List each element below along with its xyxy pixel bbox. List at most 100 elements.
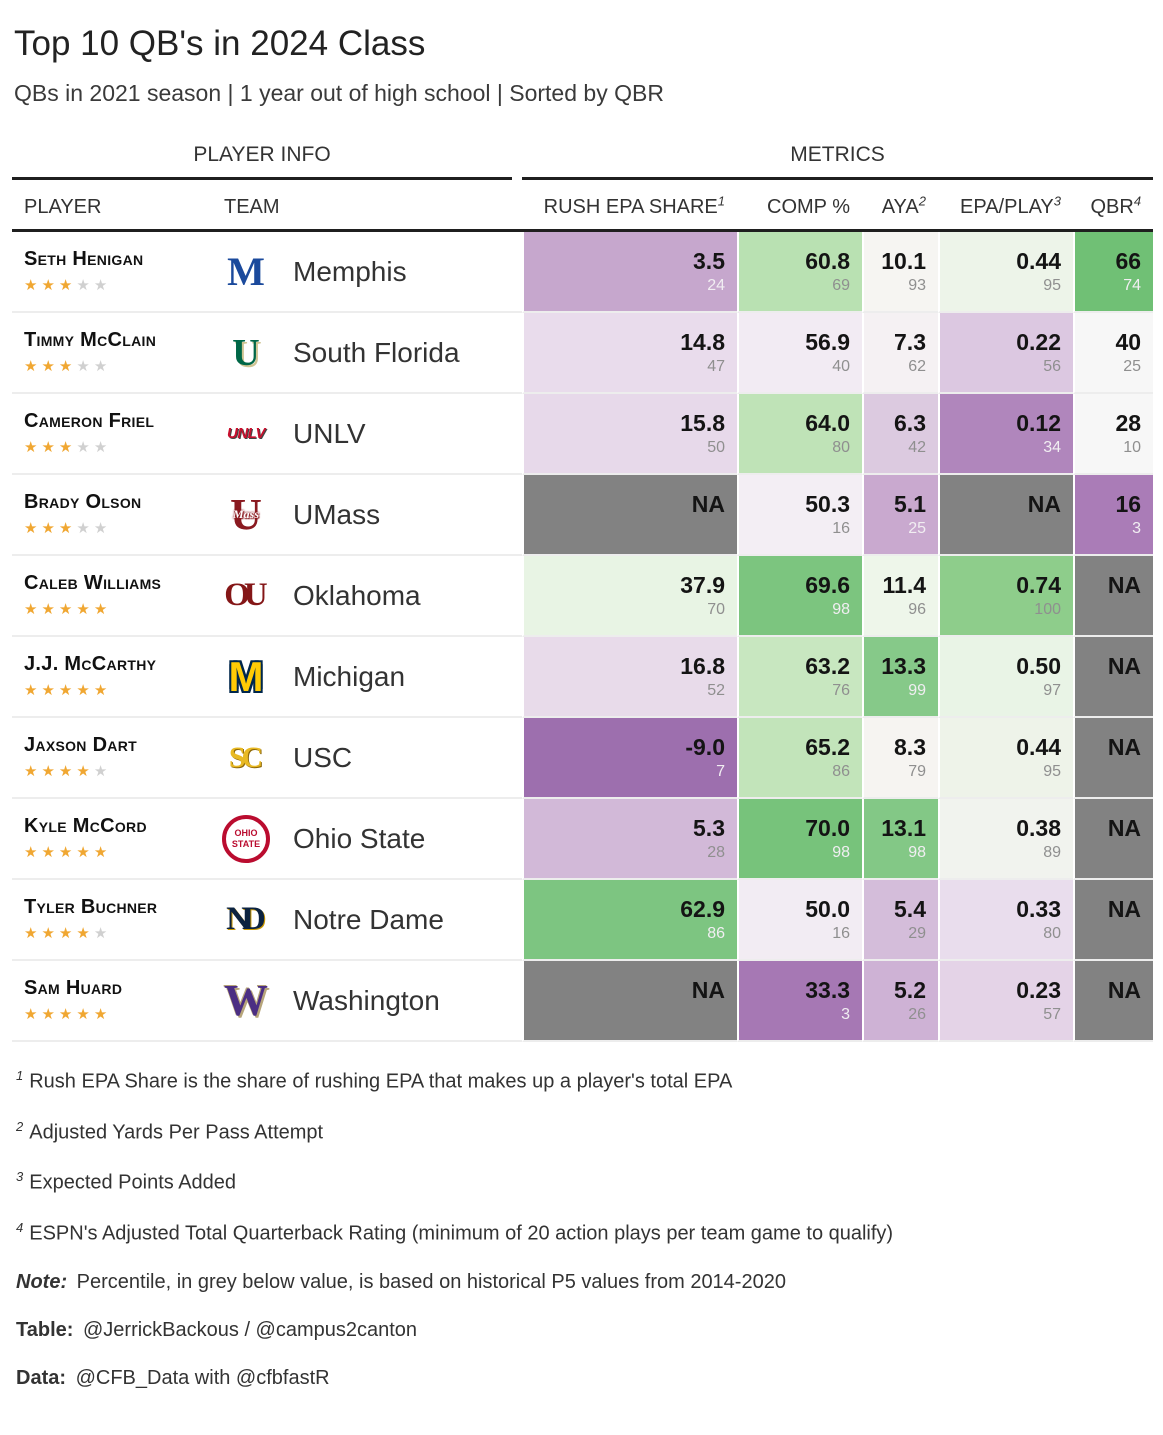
star-filled-icon: ★ — [24, 844, 38, 861]
star-filled-icon: ★ — [24, 1006, 38, 1023]
star-empty-icon: ★ — [93, 925, 108, 942]
table-row: Seth Henigan ★ ★ ★ ★ ★ M Memphis 3.5 24 60.8… — [12, 232, 1154, 313]
metric-value: 50.0 — [805, 895, 850, 922]
team-cell: W Washington — [212, 961, 512, 1042]
star-filled-icon: ★ — [24, 439, 38, 456]
column-header-aya: AYA2 — [862, 180, 938, 232]
metric-value: NA — [1027, 490, 1061, 517]
star-filled-icon: ★ — [58, 925, 73, 942]
star-rating: ★ ★ ★ ★ ★ — [24, 276, 211, 295]
star-filled-icon: ★ — [41, 520, 55, 537]
table-row: Cameron Friel ★ ★ ★ ★ ★ UNLV UNLV 15.8 50 64… — [12, 394, 1154, 475]
player-name: Cameron Friel — [24, 410, 155, 432]
star-rating: ★ ★ ★ ★ ★ — [24, 924, 211, 943]
metric-cell-rush-epa-share: 16.8 52 — [522, 637, 737, 718]
metric-value: 13.3 — [881, 652, 926, 679]
table-row: Tyler Buchner ★ ★ ★ ★ ★ ND Notre Dame 62.9 8… — [12, 880, 1154, 961]
star-filled-icon: ★ — [41, 601, 55, 618]
star-filled-icon: ★ — [58, 763, 73, 780]
michigan-logo: M — [228, 652, 264, 700]
metric-value: NA — [1107, 814, 1142, 841]
metric-value: 64.0 — [805, 409, 850, 436]
star-filled-icon: ★ — [24, 520, 38, 537]
star-empty-icon: ★ — [76, 439, 90, 456]
player-name: Seth Henigan — [24, 248, 144, 270]
metric-cell-rush-epa-share: NA — [522, 961, 737, 1042]
metric-cell-epa-play: 0.74 100 — [938, 556, 1073, 637]
star-empty-icon: ★ — [93, 763, 108, 780]
page-subtitle: QBs in 2021 season | 1 year out of high … — [14, 80, 664, 106]
credit-text: Percentile, in grey below value, is base… — [76, 1270, 786, 1293]
metric-value: 16.8 — [680, 652, 725, 679]
metric-percentile: 16 — [832, 520, 850, 538]
star-filled-icon: ★ — [76, 925, 90, 942]
metric-value: 16 — [1115, 490, 1142, 517]
metric-value: 13.1 — [881, 814, 926, 841]
star-filled-icon: ★ — [58, 601, 73, 618]
star-rating: ★ ★ ★ ★ ★ — [24, 843, 211, 862]
star-rating: ★ ★ ★ ★ ★ — [24, 681, 211, 700]
metric-value: 69.6 — [805, 571, 850, 598]
footnote: 4 ESPN's Adjusted Total Quarterback Ratin… — [16, 1220, 1151, 1246]
metric-value: 40 — [1115, 328, 1142, 355]
metric-value: 11.4 — [882, 571, 927, 598]
star-filled-icon: ★ — [58, 277, 73, 294]
metric-value: 7.3 — [894, 328, 926, 355]
star-filled-icon: ★ — [24, 763, 38, 780]
player-cell: Kyle McCord ★ ★ ★ ★ ★ — [12, 799, 212, 880]
metric-percentile: 80 — [1043, 925, 1061, 943]
player-name: Kyle McCord — [24, 815, 147, 837]
metric-percentile: 16 — [832, 925, 850, 943]
metric-cell-qbr: NA — [1073, 556, 1154, 637]
metric-cell-qbr: NA — [1073, 718, 1154, 799]
metric-percentile: 80 — [832, 439, 850, 457]
metric-cell-epa-play: 0.44 95 — [938, 718, 1073, 799]
metric-value: 8.3 — [894, 733, 926, 760]
credit-text: @CFB_Data with @cfbfastR — [75, 1366, 330, 1389]
metric-percentile: 70 — [707, 601, 725, 619]
footnote-marker: 3 — [16, 1169, 24, 1185]
metric-percentile — [536, 1006, 725, 1025]
footnote-text: Rush EPA Share is the share of rushing E… — [29, 1070, 733, 1093]
table-header: PLAYER INFO METRICS PLAYER TEAM RUSH EPA… — [12, 137, 1154, 232]
metric-value: 33.3 — [805, 976, 850, 1003]
team-cell: U Mass UMass — [212, 475, 512, 556]
star-empty-icon: ★ — [93, 358, 108, 375]
player-name: Tyler Buchner — [24, 896, 158, 918]
column-header-team: TEAM — [212, 180, 512, 232]
metric-cell-rush-epa-share: 62.9 86 — [522, 880, 737, 961]
team-name: Michigan — [293, 660, 406, 692]
metric-value: 15.8 — [680, 409, 725, 436]
star-rating: ★ ★ ★ ★ ★ — [24, 519, 211, 538]
metric-percentile — [1087, 682, 1141, 701]
metric-cell-epa-play: NA — [938, 475, 1073, 556]
metric-percentile: 52 — [707, 682, 725, 700]
star-filled-icon: ★ — [41, 925, 55, 942]
oklahoma-logo: OU — [224, 577, 267, 613]
metric-cell-comp-pct: 69.6 98 — [737, 556, 862, 637]
column-header-row: PLAYER TEAM RUSH EPA SHARE1 COMP % AYA2 … — [12, 180, 1154, 232]
star-filled-icon: ★ — [58, 358, 73, 375]
metric-cell-comp-pct: 56.9 40 — [737, 313, 862, 394]
player-cell: Sam Huard ★ ★ ★ ★ ★ — [12, 961, 212, 1042]
team-name: Memphis — [293, 255, 407, 287]
footnote-marker: 4 — [16, 1219, 24, 1235]
metric-percentile: 25 — [908, 520, 926, 538]
spanner-player-info: PLAYER INFO — [12, 137, 512, 180]
metric-percentile: 99 — [908, 682, 926, 700]
footnote-marker-3: 3 — [1053, 193, 1061, 209]
metric-value: NA — [1107, 976, 1142, 1003]
metric-value: 37.9 — [680, 571, 725, 598]
star-filled-icon: ★ — [41, 439, 55, 456]
footnote-marker-1: 1 — [717, 193, 725, 209]
player-name: Timmy McClain — [24, 329, 157, 351]
memphis-logo: M — [227, 248, 265, 294]
metric-cell-rush-epa-share: -9.0 7 — [522, 718, 737, 799]
metric-percentile: 79 — [908, 763, 926, 781]
star-filled-icon: ★ — [41, 763, 55, 780]
spanner-row: PLAYER INFO METRICS — [12, 137, 1154, 180]
star-filled-icon: ★ — [24, 358, 38, 375]
metric-cell-rush-epa-share: 37.9 70 — [522, 556, 737, 637]
spanner-player-info-label: PLAYER INFO — [193, 143, 331, 166]
player-cell: Brady Olson ★ ★ ★ ★ ★ — [12, 475, 212, 556]
